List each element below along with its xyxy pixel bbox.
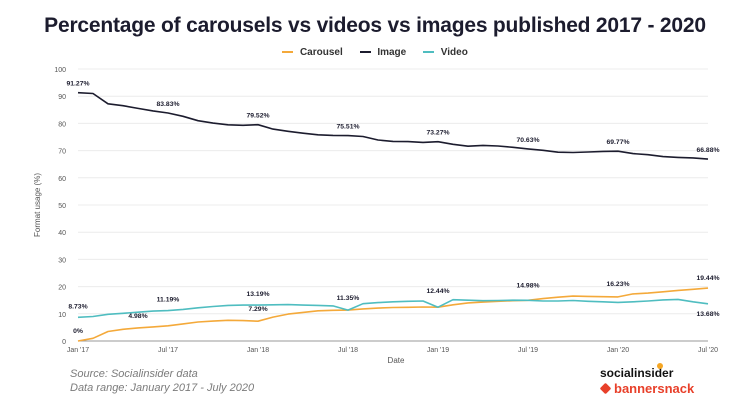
data-label-image: 91.27% [66, 81, 89, 88]
y-axis-label: Format usage (%) [33, 173, 42, 237]
y-tick-label: 60 [58, 176, 66, 183]
legend-item-video[interactable]: Video [423, 47, 468, 58]
y-tick-label: 20 [58, 285, 66, 292]
data-label-image: 69.77% [606, 139, 629, 146]
y-tick-label: 0 [62, 339, 66, 346]
x-tick-label: Jan '20 [607, 347, 629, 354]
y-tick-label: 30 [58, 257, 66, 264]
x-tick-label: Jul '17 [158, 347, 178, 354]
legend-swatch-carousel [282, 51, 294, 54]
x-tick-labels: Jan '17 Jul '17 Jan '18 Jul '18 Jan '19 Jul '… [67, 347, 718, 354]
bannersnack-logo-text: bannersnack [614, 381, 695, 396]
data-label-image: 70.63% [516, 137, 539, 144]
bannersnack-logo-icon [599, 382, 612, 395]
data-label-video: 11.19% [157, 297, 180, 304]
socialinsider-logo-dot [657, 363, 663, 369]
chart-title: Percentage of carousels vs videos vs ima… [44, 14, 706, 37]
legend-item-carousel[interactable]: Carousel [282, 47, 343, 58]
line-image [77, 91, 709, 160]
x-tick-label: Jan '18 [247, 347, 269, 354]
x-tick-label: Jul '18 [338, 347, 358, 354]
data-label-carousel: 11.35% [337, 295, 360, 302]
data-label-carousel: 14.98% [516, 282, 539, 289]
legend-label-image: Image [377, 47, 407, 58]
legend-swatch-image [359, 51, 371, 54]
data-label-image: 66.88% [696, 147, 719, 154]
bannersnack-logo: bannersnack [599, 381, 695, 396]
data-label-image: 75.51% [336, 124, 359, 131]
source-note: Source: Socialinsider data [70, 368, 198, 380]
data-label-image: 73.27% [426, 130, 449, 137]
y-tick-label: 80 [58, 121, 66, 128]
y-tick-label: 90 [58, 94, 66, 101]
grid-lines [78, 68, 708, 342]
data-label-carousel: 16.23% [606, 281, 629, 288]
data-label-video: 13.19% [246, 291, 269, 298]
socialinsider-logo: socialinsider [600, 366, 674, 380]
y-tick-label: 70 [58, 149, 66, 156]
x-axis-label: Date [388, 356, 405, 365]
x-tick-label: Jan '17 [67, 347, 89, 354]
date-range-note: Data range: January 2017 - July 2020 [70, 382, 255, 394]
legend-item-image[interactable]: Image [359, 47, 407, 58]
data-label-image: 79.52% [246, 113, 269, 120]
brand-logos: socialinsider bannersnack [599, 363, 695, 396]
data-label-carousel: 19.44% [696, 275, 719, 282]
data-label-carousel: 7.29% [248, 306, 267, 313]
line-video [77, 298, 709, 319]
legend-label-carousel: Carousel [299, 47, 343, 58]
y-tick-label: 10 [58, 312, 66, 319]
legend-label-video: Video [440, 47, 468, 58]
y-tick-label: 40 [58, 230, 66, 237]
x-tick-label: Jan '19 [427, 347, 449, 354]
data-labels: 0% 4.98% 7.29% 11.35% 12.44% 14.98% 16.23% 19.4… [66, 81, 719, 335]
data-label-image: 83.83% [156, 101, 179, 108]
data-label-carousel: 4.98% [128, 313, 147, 320]
data-label-video: 13.68% [696, 311, 719, 318]
y-tick-label: 100 [54, 67, 66, 74]
chart-legend: Carousel Image Video [0, 47, 750, 58]
legend-swatch-video [423, 51, 434, 54]
y-tick-labels: 0 10 20 30 40 50 60 70 80 90 100 [54, 67, 66, 346]
data-label-video: 8.73% [68, 303, 87, 310]
x-tick-label: Jul '20 [698, 347, 718, 354]
series-lines [77, 91, 709, 342]
data-label-carousel: 0% [73, 328, 83, 335]
y-tick-label: 50 [58, 203, 66, 210]
data-label-carousel: 12.44% [426, 288, 449, 295]
chart-footer: Source: Socialinsider data Data range: J… [70, 367, 254, 395]
line-carousel [77, 287, 709, 342]
x-tick-label: Jul '19 [518, 347, 538, 354]
